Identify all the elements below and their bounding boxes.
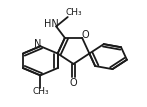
- Text: CH₃: CH₃: [32, 87, 49, 96]
- Text: O: O: [70, 78, 77, 88]
- Text: CH₃: CH₃: [65, 8, 82, 17]
- Text: HN: HN: [44, 19, 59, 29]
- Text: N: N: [35, 39, 42, 49]
- Text: O: O: [82, 30, 90, 40]
